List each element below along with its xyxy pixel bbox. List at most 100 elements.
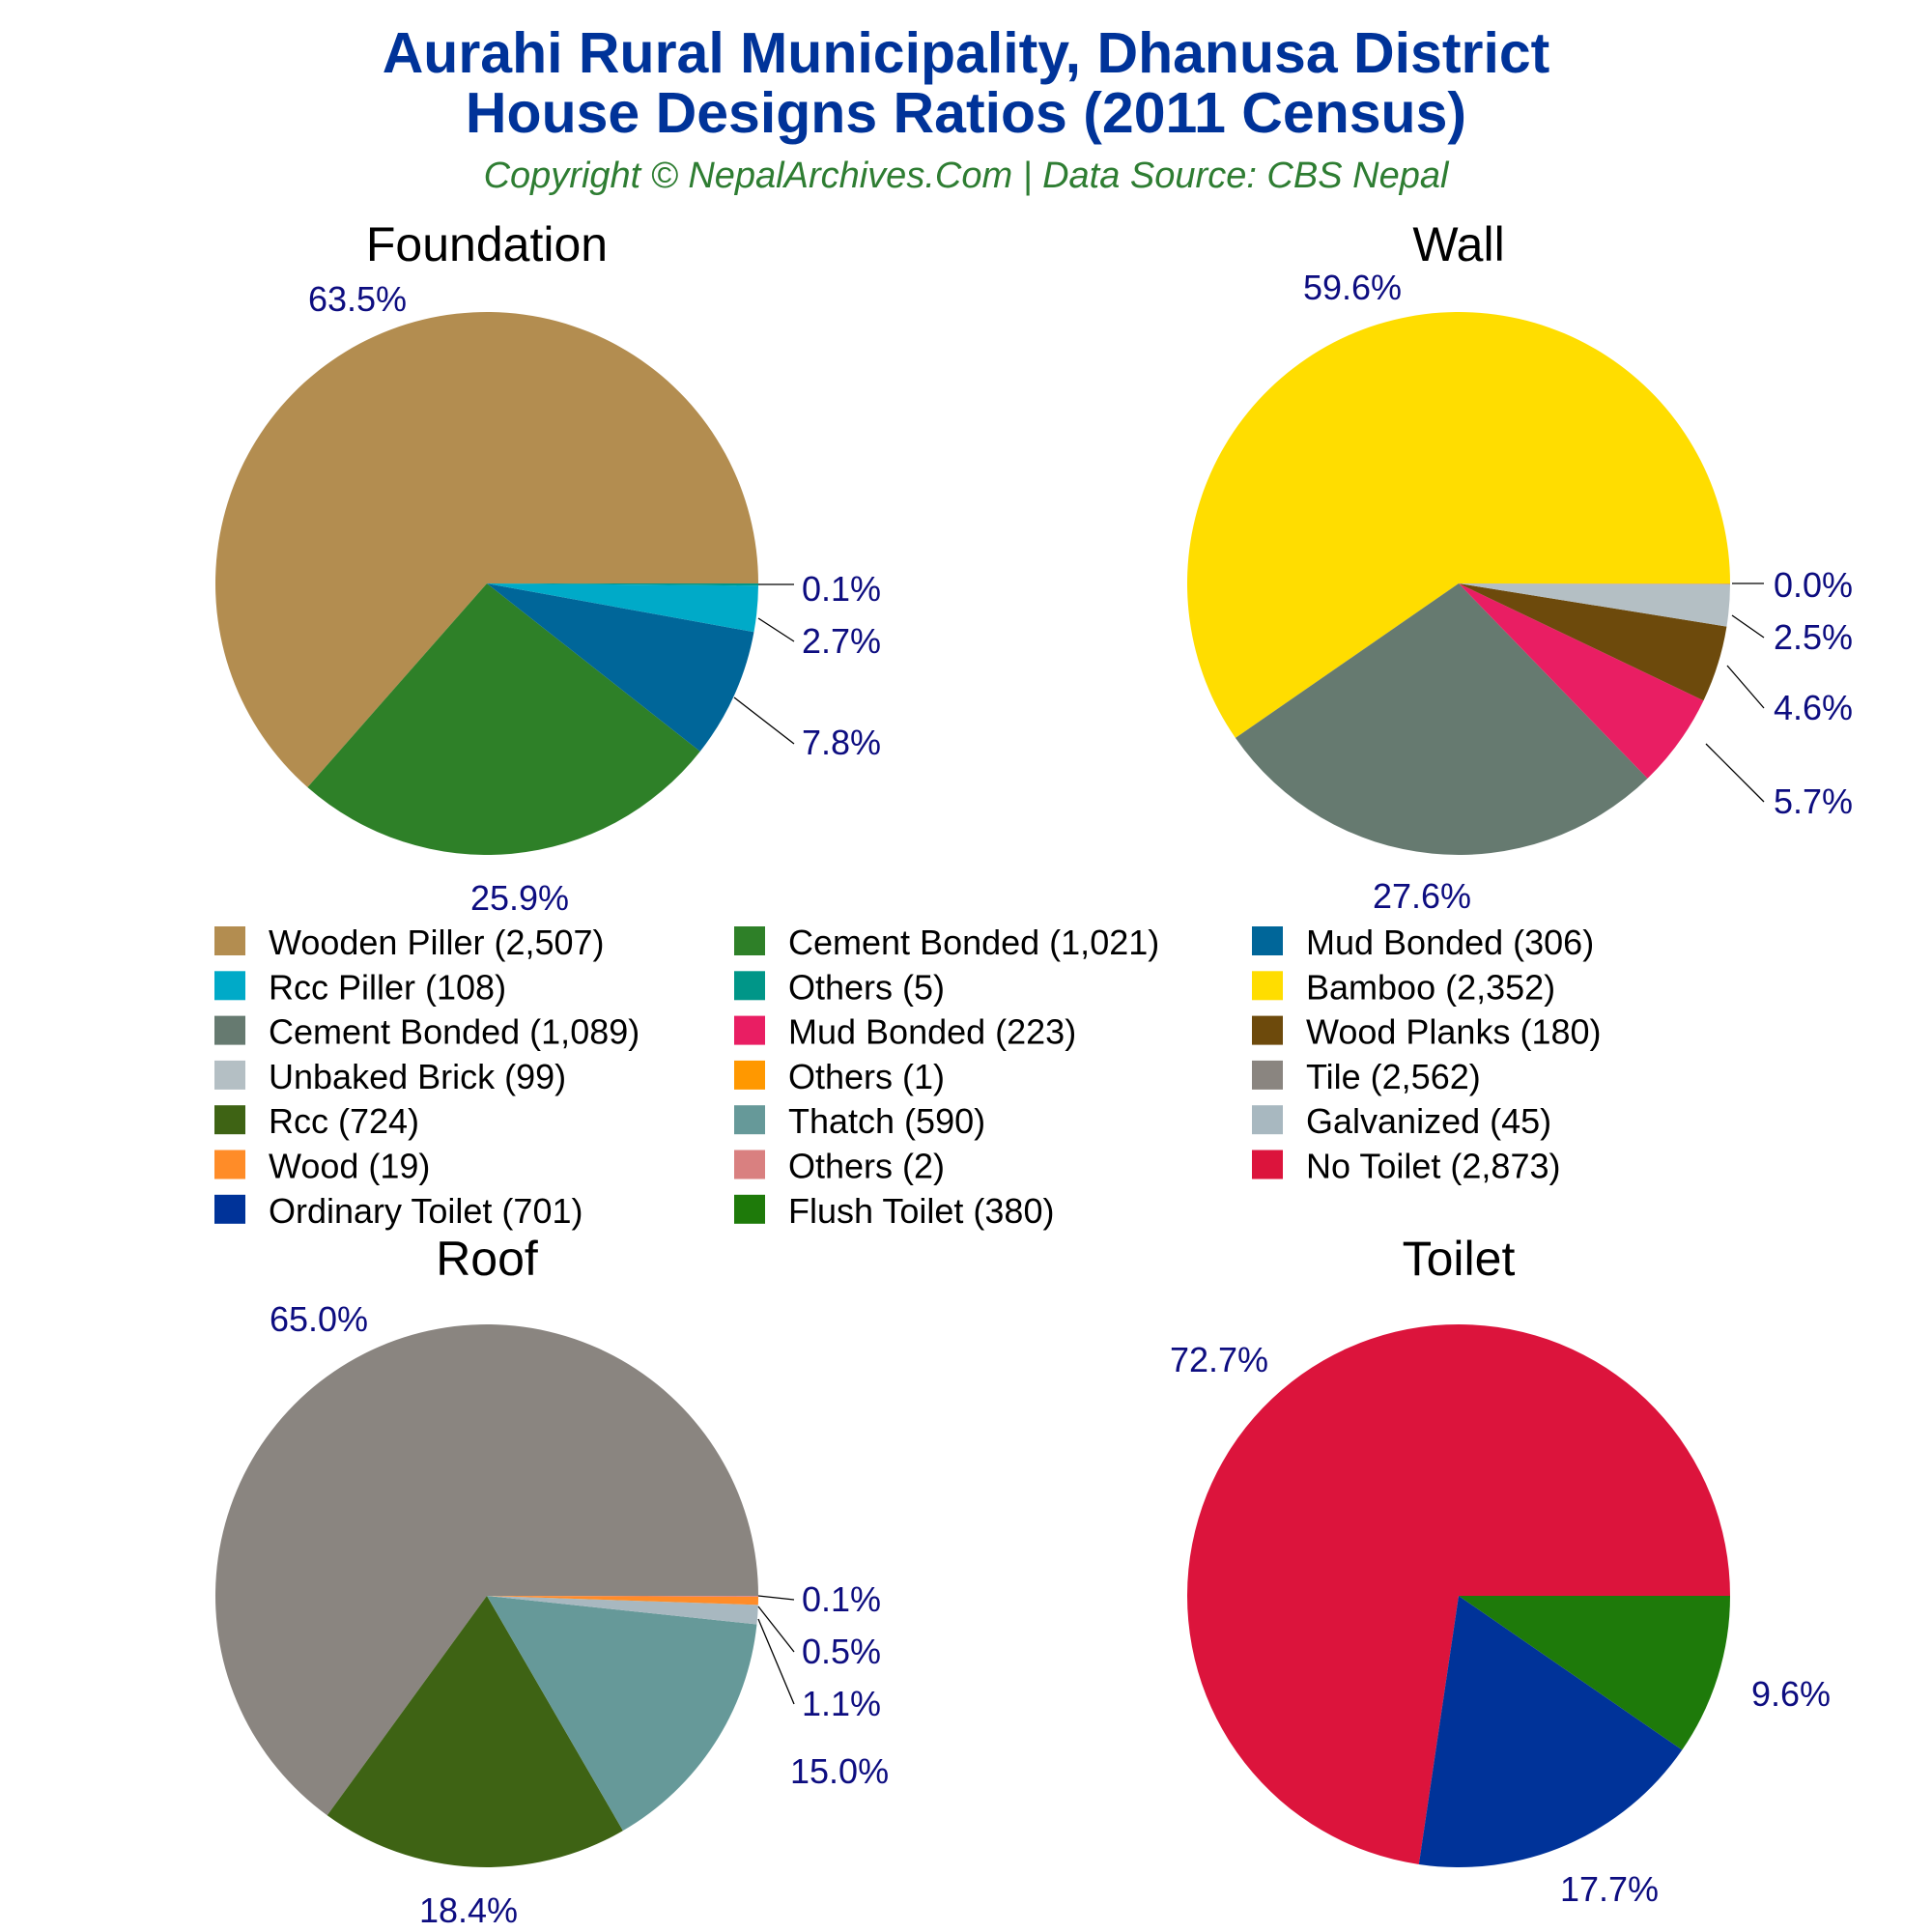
legend-label: Mud Bonded (306) [1306, 923, 1594, 962]
chart-title-roof: Roof [436, 1232, 538, 1286]
legend-label: Others (1) [788, 1057, 945, 1096]
pie-slice-roof-1 [327, 1596, 623, 1868]
legend-label: Ordinary Toilet (701) [269, 1191, 582, 1231]
slice-percent-label: 2.7% [802, 621, 881, 661]
legend-swatch [1252, 1060, 1283, 1090]
legend-swatch [734, 1194, 765, 1224]
legend-label: Rcc (724) [269, 1101, 419, 1141]
legend-swatch [214, 1105, 245, 1135]
legend-label: Thatch (590) [788, 1101, 985, 1141]
pie-slice-roof-2 [487, 1596, 757, 1832]
slice-percent-label: 63.5% [308, 279, 407, 319]
legend: Wooden Piller (2,507) Cement Bonded (1,02… [214, 923, 1602, 1231]
slice-percent-label: 2.5% [1774, 617, 1853, 657]
pie-slice-foundation-2 [487, 583, 754, 752]
pie-slice-wall-3 [1459, 583, 1727, 701]
leader-line [733, 696, 795, 745]
slice-percent-label: 0.5% [802, 1632, 881, 1671]
legend-label: Wood (19) [269, 1147, 430, 1186]
pie-chart-wall: Wall 59.6% 27.6% 5.7% 4.6% 2.5% 0.0% [1186, 217, 1853, 916]
pie-slice-wall-4 [1459, 583, 1730, 627]
leader-line [757, 1618, 795, 1705]
legend-swatch [214, 971, 245, 1001]
legend-label: Mud Bonded (223) [788, 1012, 1076, 1052]
legend-label: Cement Bonded (1,021) [788, 923, 1159, 962]
pie-chart-toilet: Toilet 72.7% 17.7% 9.6% [1170, 1232, 1831, 1909]
legend-swatch [734, 1015, 765, 1045]
pie-slice-roof-3 [487, 1596, 758, 1625]
leader-line [1705, 743, 1765, 803]
slice-percent-label: 0.1% [802, 1579, 881, 1619]
leader-line [757, 1595, 795, 1601]
pie-slice-wall-0 [1186, 311, 1730, 738]
legend-label: Cement Bonded (1,089) [269, 1012, 639, 1052]
legend-label: No Toilet (2,873) [1306, 1147, 1560, 1186]
slice-percent-label: 7.8% [802, 723, 881, 762]
legend-swatch [1252, 1015, 1283, 1045]
legend-label: Rcc Piller (108) [269, 967, 506, 1007]
legend-label: Unbaked Brick (99) [269, 1057, 566, 1096]
legend-swatch [214, 1150, 245, 1179]
legend-swatch [214, 1060, 245, 1090]
slice-percent-label: 72.7% [1170, 1340, 1268, 1379]
slice-percent-label: 27.6% [1373, 876, 1471, 916]
chart-title-toilet: Toilet [1403, 1232, 1516, 1286]
pie-slice-wall-2 [1459, 583, 1704, 779]
legend-swatch [734, 1060, 765, 1090]
slice-percent-label: 5.7% [1774, 781, 1853, 821]
slice-percent-label: 17.7% [1560, 1869, 1659, 1909]
pie-chart-foundation: Foundation 63.5% 25.9% 7.8% 2.7% 0.1% [215, 217, 881, 918]
legend-label: Galvanized (45) [1306, 1101, 1551, 1141]
legend-label: Flush Toilet (380) [788, 1191, 1054, 1231]
chart-title-foundation: Foundation [366, 217, 608, 271]
legend-swatch [734, 1150, 765, 1179]
pie-slice-roof-5 [487, 1596, 759, 1597]
legend-swatch [1252, 1105, 1283, 1135]
legend-swatch [734, 1105, 765, 1135]
pie-slice-foundation-4 [487, 583, 758, 586]
slice-percent-label: 15.0% [790, 1751, 889, 1791]
pie-slice-foundation-0 [215, 311, 758, 787]
leader-line [757, 617, 795, 642]
chart-title-wall: Wall [1412, 217, 1504, 271]
leader-line [1726, 665, 1765, 709]
pie-slice-roof-4 [487, 1596, 758, 1605]
slice-percent-label: 18.4% [419, 1890, 518, 1930]
slice-percent-label: 25.9% [470, 878, 569, 918]
legend-swatch [1252, 1150, 1283, 1179]
legend-label: Tile (2,562) [1306, 1057, 1481, 1096]
pie-chart-roof: Roof 65.0% 18.4% 15.0% 1.1% 0.5% 0.1% [215, 1232, 889, 1930]
legend-label: Others (2) [788, 1147, 945, 1186]
legend-label: Bamboo (2,352) [1306, 967, 1555, 1007]
legend-swatch [734, 926, 765, 955]
slice-percent-label: 59.6% [1303, 268, 1402, 307]
pie-slice-roof-0 [215, 1323, 759, 1816]
legend-swatch [214, 926, 245, 955]
slice-percent-label: 1.1% [802, 1684, 881, 1723]
legend-swatch [214, 1194, 245, 1224]
slice-percent-label: 9.6% [1751, 1674, 1831, 1714]
pie-slice-toilet-1 [1418, 1596, 1683, 1868]
page-title-line1: Aurahi Rural Municipality, Dhanusa Distr… [383, 21, 1550, 85]
legend-swatch [734, 971, 765, 1001]
pie-slice-foundation-1 [307, 583, 700, 856]
legend-swatch [1252, 971, 1283, 1001]
legend-label: Wood Planks (180) [1306, 1012, 1602, 1052]
pie-slice-foundation-3 [487, 583, 758, 633]
pie-slice-toilet-2 [1459, 1596, 1730, 1750]
page-subtitle: Copyright © NepalArchives.Com | Data Sou… [484, 156, 1450, 196]
slice-percent-label: 0.0% [1774, 565, 1853, 605]
legend-label: Wooden Piller (2,507) [269, 923, 605, 962]
slice-percent-label: 4.6% [1774, 688, 1853, 727]
leader-line [757, 1605, 795, 1653]
leader-line [1731, 614, 1765, 639]
pie-slice-toilet-0 [1186, 1324, 1730, 1864]
pie-slice-wall-1 [1235, 583, 1648, 856]
legend-label: Others (5) [788, 967, 945, 1007]
legend-swatch [1252, 926, 1283, 955]
slice-percent-label: 65.0% [270, 1299, 368, 1339]
page-title-line2: House Designs Ratios (2011 Census) [466, 81, 1466, 145]
slice-percent-label: 0.1% [802, 569, 881, 609]
legend-swatch [214, 1015, 245, 1045]
